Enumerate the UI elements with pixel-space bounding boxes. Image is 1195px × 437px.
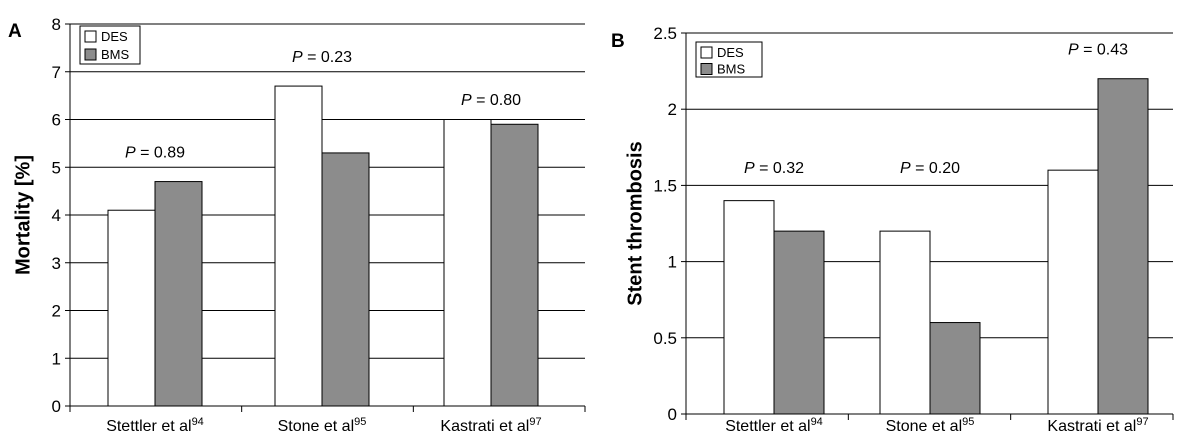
legend-label: DES <box>717 45 744 60</box>
x-tick-label: Kastrati et al97 <box>1047 416 1148 435</box>
y-tick-label: 5 <box>52 158 61 177</box>
y-tick-label: 1.5 <box>653 176 677 195</box>
bar-des <box>107 209 156 407</box>
panel-letter: B <box>611 31 625 52</box>
y-tick-label: 0.5 <box>653 329 677 348</box>
panel-a: 0 1 2 3 4 5 6 7 8 Stettler et al94 Stone et al95 Ka… <box>8 15 586 435</box>
p-value-label: P = 0.89 <box>125 145 185 162</box>
bar-bms <box>929 322 981 415</box>
p-value-label: P = 0.32 <box>744 160 804 177</box>
bar-bms <box>154 181 203 407</box>
legend-label: BMS <box>101 47 130 62</box>
legend-label: BMS <box>717 62 746 77</box>
y-tick-label: 2 <box>668 100 677 119</box>
y-tick-label: 0 <box>668 405 677 424</box>
x-tick-label: Kastrati et al97 <box>440 416 541 435</box>
y-tick-label: 6 <box>52 111 61 130</box>
y-tick-label: 8 <box>52 15 61 34</box>
x-tick-label: Stone et al95 <box>278 416 367 435</box>
y-tick-label: 2.5 <box>653 24 677 43</box>
x-tick-label: Stettler et al94 <box>725 416 823 435</box>
y-tick-label: 0 <box>52 397 61 416</box>
bar-des <box>274 85 323 407</box>
x-tick-label: Stettler et al94 <box>106 416 204 435</box>
bar-des <box>879 230 931 415</box>
bar-bms <box>773 230 825 415</box>
bar-des <box>1047 169 1099 415</box>
bar-des <box>723 200 775 415</box>
p-value-label: P = 0.43 <box>1068 41 1128 58</box>
y-tick-label: 1 <box>52 349 61 368</box>
legend-swatch <box>84 30 97 43</box>
y-tick-label: 3 <box>52 254 61 273</box>
y-axis-title: Mortality [%] <box>12 155 34 275</box>
legend: DES BMS <box>695 41 763 78</box>
x-tick-label: Stone et al95 <box>886 416 975 435</box>
p-value-label: P = 0.20 <box>900 160 960 177</box>
legend-label: DES <box>101 29 128 44</box>
y-axis-title: Stent thrombosis <box>624 141 646 305</box>
legend-swatch <box>84 48 97 61</box>
p-value-label: P = 0.80 <box>461 92 521 109</box>
legend-swatch <box>700 63 713 75</box>
panel-letter: A <box>8 21 22 42</box>
y-tick-label: 1 <box>668 253 677 272</box>
y-tick-label: 4 <box>52 206 61 225</box>
p-value-label: P = 0.23 <box>292 49 352 66</box>
y-tick-label: 2 <box>52 302 61 321</box>
bar-bms <box>490 123 539 407</box>
bar-des <box>443 119 492 407</box>
bar-bms <box>321 152 370 407</box>
y-tick-label: 7 <box>52 63 61 82</box>
legend-swatch <box>700 46 713 59</box>
bar-bms <box>1097 78 1149 415</box>
legend: DES BMS <box>79 25 141 65</box>
panel-b: 0 0.5 1 1.5 2 2.5 Stettler et al94 Stone et al9… <box>611 24 1174 435</box>
